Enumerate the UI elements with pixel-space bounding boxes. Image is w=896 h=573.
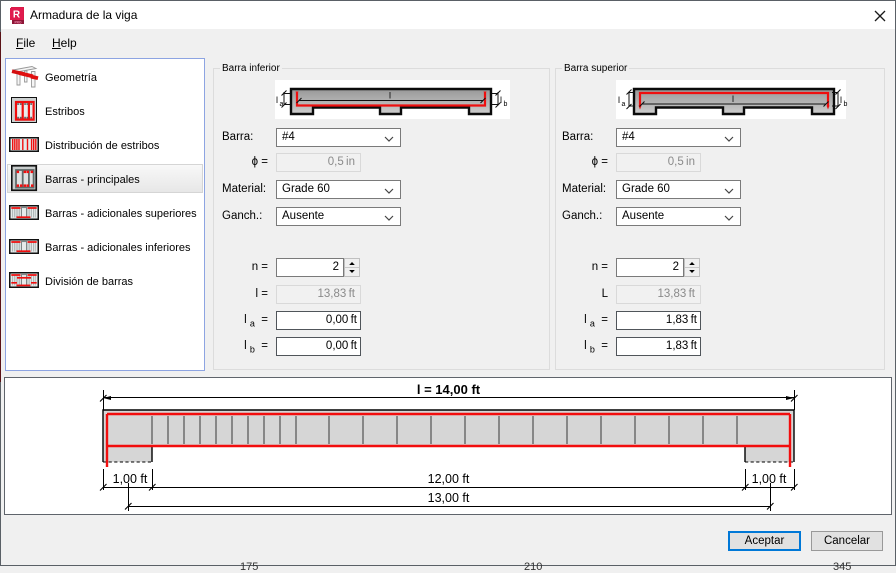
svg-text:a: a	[280, 101, 284, 108]
svg-text:l: l	[732, 94, 734, 104]
svg-text:1,00 ft: 1,00 ft	[752, 472, 787, 486]
svg-text:l: l	[389, 91, 391, 101]
svg-text:R: R	[13, 10, 21, 21]
svg-text:l: l	[840, 95, 842, 105]
svg-text:b: b	[504, 101, 508, 108]
svg-text:b: b	[844, 101, 848, 108]
svg-text:l: l	[276, 95, 278, 105]
svg-text:a: a	[622, 101, 626, 108]
svg-text:PRO: PRO	[15, 20, 22, 24]
svg-text:l: l	[500, 95, 502, 105]
svg-text:12,00 ft: 12,00 ft	[428, 472, 470, 486]
svg-text:1,00 ft: 1,00 ft	[113, 472, 148, 486]
svg-text:l = 14,00 ft: l = 14,00 ft	[417, 382, 481, 397]
svg-text:13,00 ft: 13,00 ft	[428, 491, 470, 505]
svg-text:l: l	[618, 95, 620, 105]
